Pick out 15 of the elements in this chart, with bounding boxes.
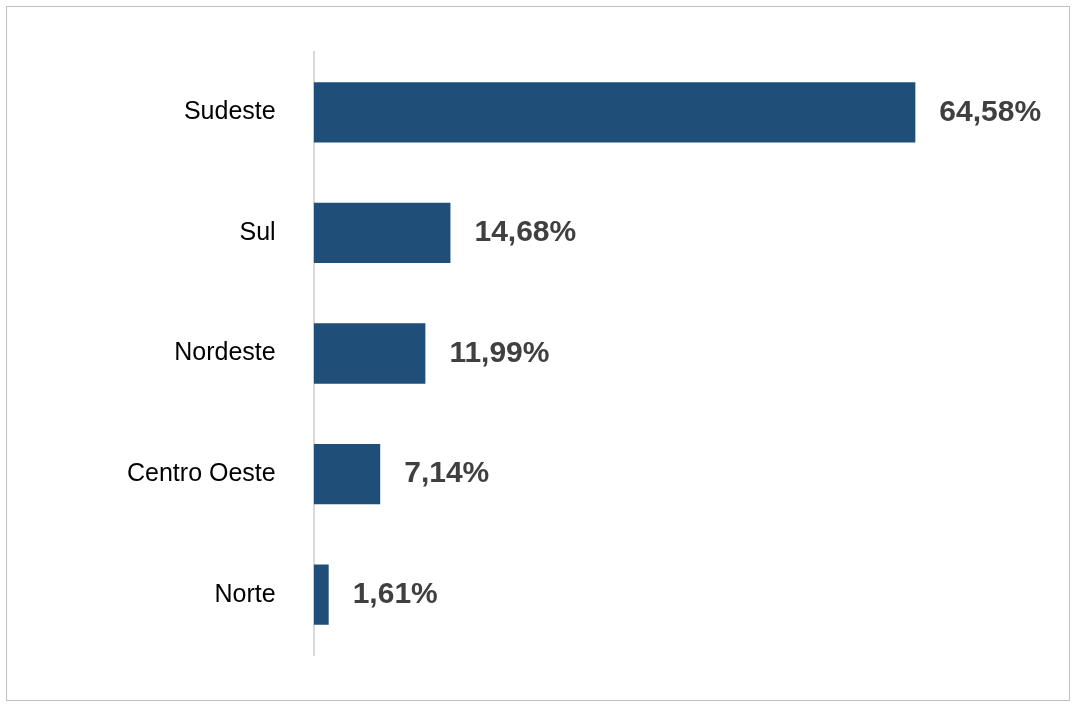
data-label: 7,14% xyxy=(404,455,490,489)
data-label: 1,61% xyxy=(352,575,438,609)
bar xyxy=(313,564,329,625)
data-label: 64,58% xyxy=(939,93,1042,127)
y-tick-label: Sudeste xyxy=(183,96,276,125)
y-tick-label: Nordeste xyxy=(174,337,276,366)
y-tick-label: Norte xyxy=(214,578,276,607)
data-label: 14,68% xyxy=(474,214,577,248)
bar xyxy=(313,82,916,143)
y-tick-label: Sul xyxy=(239,216,276,245)
data-label: 11,99% xyxy=(449,334,550,368)
bar xyxy=(313,443,381,505)
bar xyxy=(313,323,426,384)
y-tick-label: Centro Oeste xyxy=(126,457,276,486)
bar xyxy=(313,202,451,264)
